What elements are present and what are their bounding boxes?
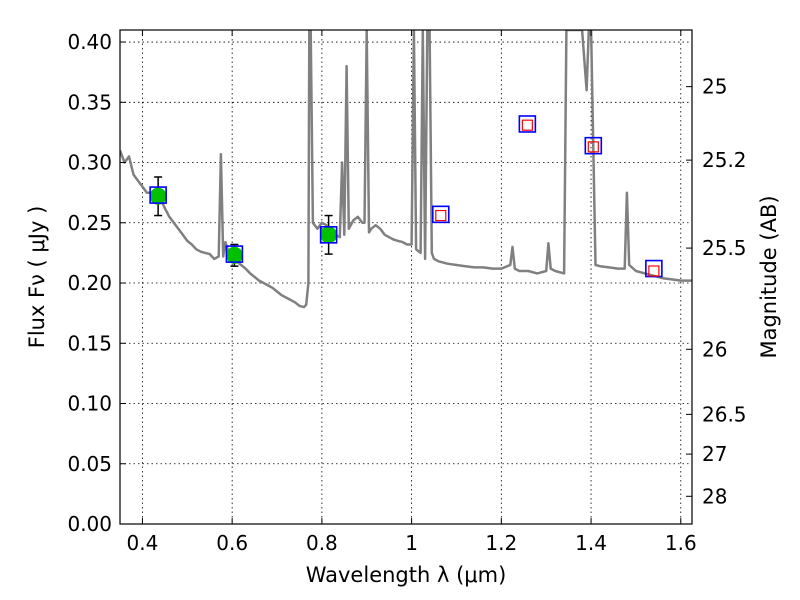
- model-band-square-small: [435, 209, 447, 222]
- model-band-square-small: [521, 119, 533, 131]
- grid: [120, 30, 692, 524]
- x-tick-label: 1: [405, 531, 418, 555]
- y2-tick-label: 25.5: [702, 236, 747, 260]
- x-tick-label: 0.4: [127, 531, 159, 555]
- model-band-square: [319, 226, 338, 244]
- y2-tick-label: 26: [702, 337, 727, 361]
- photometry-point: [225, 246, 243, 264]
- x-tick-label: 1.2: [485, 531, 517, 555]
- x-axis-label: Wavelength λ (μm): [306, 563, 507, 587]
- y-tick-label: 0.15: [67, 331, 112, 355]
- model-band-square: [518, 115, 537, 133]
- model-spectrum: [120, 30, 692, 309]
- model-band-square: [431, 205, 450, 224]
- photometry-points: [149, 115, 663, 278]
- x-tick-label: 1.4: [575, 531, 607, 555]
- x-tick-label: 1.6: [665, 531, 697, 555]
- y-axis-label: Flux Fν ( μJy ): [25, 206, 49, 349]
- plot-area: [120, 30, 692, 309]
- y-tick-label: 0.25: [67, 211, 112, 235]
- y2-tick-label: 28: [702, 484, 727, 508]
- model-band-square: [225, 245, 244, 263]
- y2-tick-label: 25: [702, 75, 727, 99]
- y-tick-label: 0.20: [67, 271, 112, 295]
- y-tick-label: 0.40: [67, 30, 112, 54]
- photometry-point: [149, 187, 167, 205]
- x-tick-label: 0.6: [216, 531, 248, 555]
- y-tick-label: 0.05: [67, 452, 112, 476]
- y-tick-label: 0.10: [67, 392, 112, 416]
- y-tick-label: 0.35: [67, 90, 112, 114]
- model-band-square-small: [587, 141, 599, 153]
- y2-tick-label: 26.5: [702, 402, 747, 426]
- y2-tick-label: 27: [702, 442, 727, 466]
- x-tick-label: 0.8: [306, 531, 338, 555]
- model-band-square: [584, 136, 603, 155]
- y2-axis-label: Magnitude (AB): [757, 195, 781, 358]
- y2-tick-label: 25.2: [702, 148, 747, 172]
- plot-frame: [119, 29, 693, 525]
- photometry-point: [320, 226, 338, 244]
- y-tick-label: 0.00: [67, 512, 112, 536]
- model-band-square: [149, 186, 167, 204]
- y-tick-label: 0.30: [67, 151, 112, 175]
- axis-ticks: 0.4 0.6 0.8 1 1.2 1.4 1.6 0.00 0.05 0.10 0.15 0.20 0…: [67, 30, 747, 555]
- model-band-square-small: [648, 265, 660, 277]
- spectrum-line: [120, 30, 692, 309]
